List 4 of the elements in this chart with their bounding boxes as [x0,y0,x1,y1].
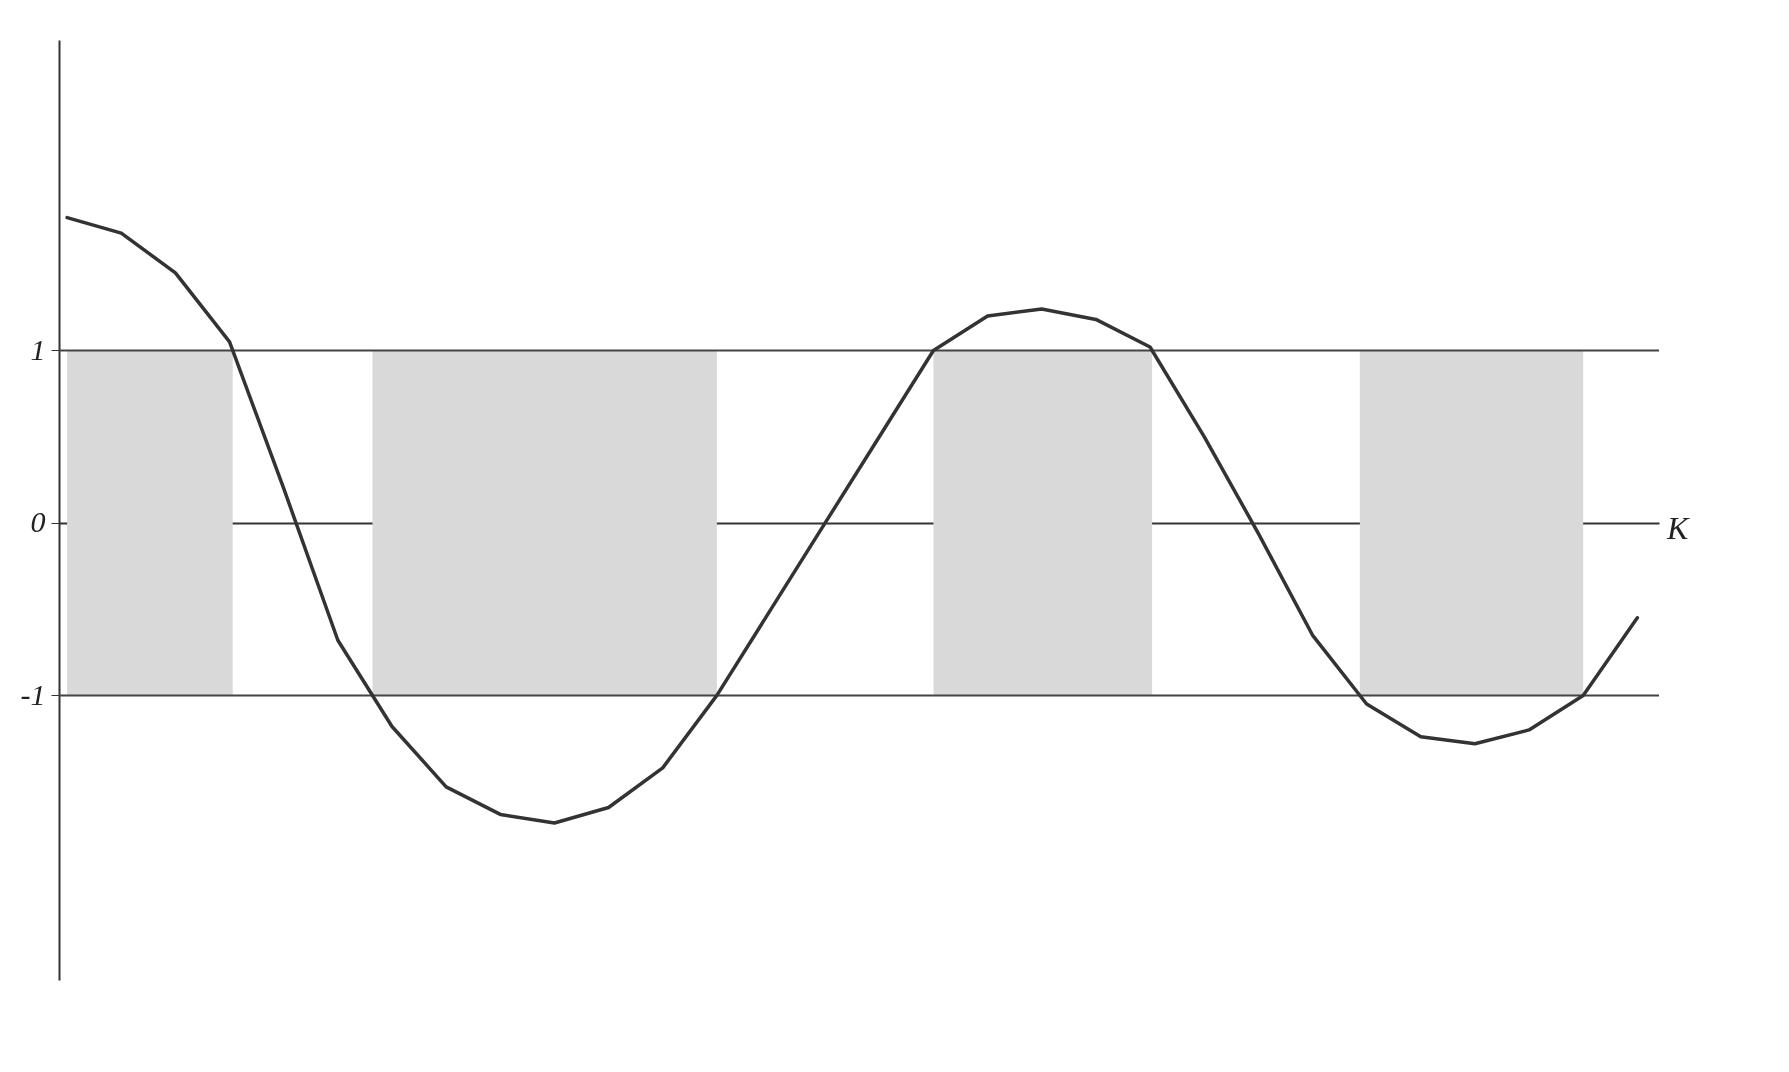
y-tick-label: -1 [20,677,46,711]
y-tick-label: 1 [30,332,46,366]
y-tick-label: 0 [30,505,46,539]
x-axis-title: K [1666,509,1690,546]
